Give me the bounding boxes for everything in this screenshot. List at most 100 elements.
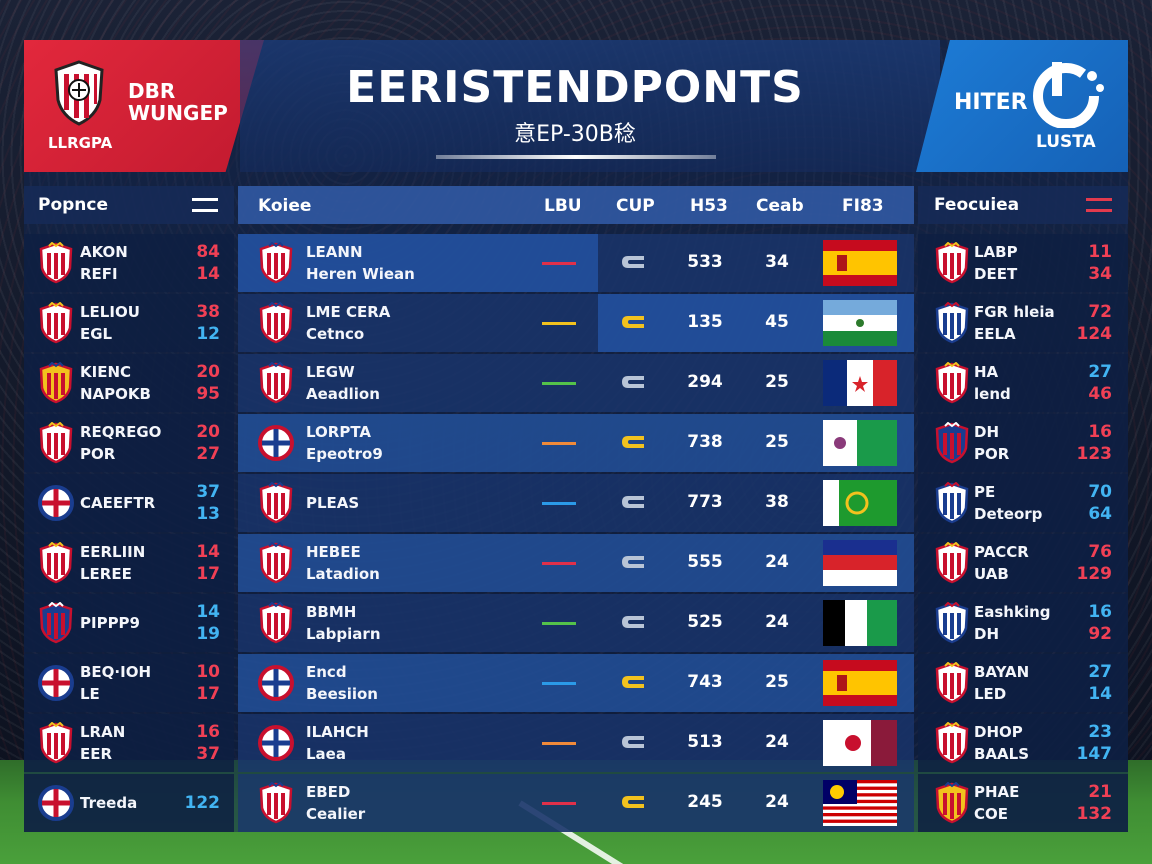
left-standing-cell: Treeda 122 xyxy=(24,774,234,832)
table-row[interactable]: LRAN EER 16 37 ILAHCH Laea 513 24 DHOP BAALS 23 1… xyxy=(24,714,1128,772)
team-name-line2: EGL xyxy=(80,325,113,343)
stat-ceab: 34 xyxy=(765,252,789,272)
stat-value: 72 xyxy=(1088,302,1112,322)
team-crest-icon xyxy=(259,542,293,584)
team-crest-icon xyxy=(935,362,969,404)
stat-value: 16 xyxy=(1088,422,1112,442)
left-panel-header: Popnce xyxy=(24,186,234,224)
col-lbu[interactable]: LBU xyxy=(544,196,582,216)
stat-value: 10 xyxy=(196,662,220,682)
menu-icon[interactable] xyxy=(192,198,218,212)
left-club-name: DBR WUNGEP xyxy=(128,80,228,124)
team-name-line1: HA xyxy=(974,363,999,381)
team-name-line2: Heren Wiean xyxy=(306,265,415,283)
team-crest-icon xyxy=(935,662,969,704)
cup-icon xyxy=(622,436,644,448)
stat-value: 124 xyxy=(1076,324,1113,344)
col-h53[interactable]: H53 xyxy=(690,196,728,216)
flag-icon xyxy=(823,720,897,766)
stat-value: 20 xyxy=(196,422,220,442)
table-row[interactable]: PIPPP9 14 19 BBMH Labpiarn 525 24 Eashking DH 1… xyxy=(24,594,1128,652)
stat-value: 27 xyxy=(1088,662,1112,682)
form-indicator xyxy=(542,442,576,445)
right-standing-cell: Eashking DH 16 92 xyxy=(918,594,1128,652)
team-crest-icon xyxy=(258,725,294,761)
stat-ceab: 25 xyxy=(765,672,789,692)
right-standing-cell: DHOP BAALS 23 147 xyxy=(918,714,1128,772)
table-row[interactable]: AKON REFI 84 14 LEANN Heren Wiean 533 34 LABP D… xyxy=(24,234,1128,292)
col-fi83[interactable]: FI83 xyxy=(842,196,884,216)
left-standing-cell: EERLIIN LEREE 14 17 xyxy=(24,534,234,592)
left-standing-cell: KIENC NAPOKB 20 95 xyxy=(24,354,234,412)
stat-value: 132 xyxy=(1076,804,1113,824)
cup-icon xyxy=(622,796,644,808)
team-name-line1: LORPTA xyxy=(306,423,371,441)
team-name: PHAE COE xyxy=(974,781,1019,825)
team-name: FGR hleia EELA xyxy=(974,301,1055,345)
team-crest-icon xyxy=(259,242,293,284)
col-ceab[interactable]: Ceab xyxy=(756,196,804,216)
team-name-line2: Labpiarn xyxy=(306,625,381,643)
team-name: ILAHCH Laea xyxy=(306,721,369,765)
table-row[interactable]: EERLIIN LEREE 14 17 HEBEE Latadion 555 24 PACC… xyxy=(24,534,1128,592)
team-name-line2: POR xyxy=(974,445,1010,463)
team-name: PIPPP9 xyxy=(80,612,140,634)
table-row[interactable]: REQREGO POR 20 27 LORPTA Epeotro9 738 25 DH POR… xyxy=(24,414,1128,472)
team-name-line2: Aeadlion xyxy=(306,385,380,403)
team-name-line1: REQREGO xyxy=(80,423,162,441)
title-divider xyxy=(436,155,716,159)
team-crest-icon xyxy=(259,782,293,824)
team-crest-icon xyxy=(935,302,969,344)
flag-icon xyxy=(823,660,897,706)
col-team[interactable]: Koiee xyxy=(258,196,312,216)
standings-cell: BBMH Labpiarn 525 24 xyxy=(238,594,914,652)
right-standing-cell: PHAE COE 21 132 xyxy=(918,774,1128,832)
table-row[interactable]: CAEEFTR 37 13 PLEAS 773 38 PE Deteorp 70 64 xyxy=(24,474,1128,532)
stat-h53: 743 xyxy=(687,672,723,692)
right-panel-title: Feocuiea xyxy=(934,195,1020,215)
stat-value: 37 xyxy=(196,482,220,502)
team-name-line1: EBED xyxy=(306,783,351,801)
team-name-line2: LED xyxy=(974,685,1007,703)
cup-icon xyxy=(622,676,644,688)
col-cup[interactable]: CUP xyxy=(616,196,655,216)
team-name: BBMH Labpiarn xyxy=(306,601,381,645)
team-name: DHOP BAALS xyxy=(974,721,1029,765)
right-panel-header: Feocuiea xyxy=(918,186,1128,224)
team-name-line2: LEREE xyxy=(80,565,132,583)
team-name-line1: LEANN xyxy=(306,243,363,261)
table-row[interactable]: Treeda 122 EBED Cealier 245 24 PHAE COE 21 132 xyxy=(24,774,1128,832)
team-name: LELIOU EGL xyxy=(80,301,140,345)
table-row[interactable]: LELIOU EGL 38 12 LME CERA Cetnco 135 45 FGR hl… xyxy=(24,294,1128,352)
team-crest-icon xyxy=(935,242,969,284)
table-row[interactable]: BEQ·IOH LE 10 17 Encd Beesiion 743 25 BAYAN LED… xyxy=(24,654,1128,712)
team-crest-icon xyxy=(258,665,294,701)
team-name: LRAN EER xyxy=(80,721,125,765)
stat-h53: 555 xyxy=(687,552,723,572)
team-name-line1: ILAHCH xyxy=(306,723,369,741)
team-name-line2: DEET xyxy=(974,265,1018,283)
standings-cell: Encd Beesiion 743 25 xyxy=(238,654,914,712)
stat-value: 13 xyxy=(196,504,220,524)
table-row[interactable]: KIENC NAPOKB 20 95 LEGW Aeadlion 294 25 HA lend… xyxy=(24,354,1128,412)
team-name: Eashking DH xyxy=(974,601,1051,645)
stat-ceab: 24 xyxy=(765,552,789,572)
stat-value: 16 xyxy=(1088,602,1112,622)
page-subtitle: 意EP-30B稔 xyxy=(514,122,636,147)
title-banner xyxy=(240,40,940,172)
team-name: DH POR xyxy=(974,421,1009,465)
left-standing-cell: PIPPP9 14 19 xyxy=(24,594,234,652)
team-name: BEQ·IOH LE xyxy=(80,661,151,705)
menu-icon[interactable] xyxy=(1086,198,1112,212)
team-crest-icon xyxy=(258,425,294,461)
flag-icon xyxy=(823,780,897,826)
standings-cell: HEBEE Latadion 555 24 xyxy=(238,534,914,592)
team-name-line1: BBMH xyxy=(306,603,357,621)
team-crest-icon xyxy=(259,362,293,404)
team-name-line1: Eashking xyxy=(974,603,1051,621)
stat-h53: 773 xyxy=(687,492,723,512)
team-name: LME CERA Cetnco xyxy=(306,301,390,345)
team-name-line2: Beesiion xyxy=(306,685,378,703)
team-name: LEANN Heren Wiean xyxy=(306,241,415,285)
team-name-line1: CAEEFTR xyxy=(80,494,156,512)
